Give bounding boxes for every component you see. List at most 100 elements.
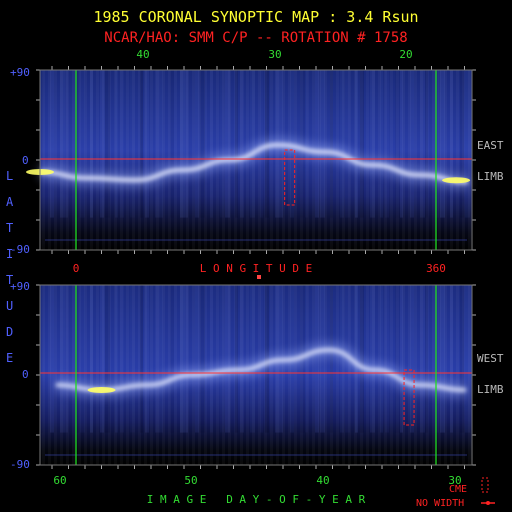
map-streak: [380, 285, 383, 433]
map-streak: [40, 70, 43, 218]
bright-spot: [442, 177, 471, 184]
map-streak: [360, 285, 364, 433]
map-streak: [65, 70, 68, 218]
map-streak: [120, 70, 124, 218]
map-streak: [410, 70, 414, 218]
map-streak: [385, 70, 389, 218]
east-ylabel-minus90: -90: [10, 243, 30, 256]
cme-legend: CME NO WIDTH: [416, 477, 495, 509]
map-streak: [315, 285, 319, 433]
map-streak: [220, 285, 224, 433]
map-streak: [120, 285, 124, 433]
map-streak: [170, 285, 174, 433]
map-streak: [210, 285, 213, 433]
map-streak: [105, 70, 110, 218]
day-tick-30: 30: [448, 474, 461, 487]
map-streak: [410, 285, 414, 433]
map-streak: [400, 285, 403, 433]
map-streak: [225, 70, 230, 218]
east-ylabel-plus90: +90: [10, 66, 30, 79]
east-limb-panel: [26, 66, 476, 254]
cme-bracket: [284, 149, 296, 206]
no-width-legend-dot: [486, 501, 490, 505]
map-streak: [465, 285, 470, 433]
map-streak: [160, 285, 163, 433]
map-streak: [200, 285, 205, 433]
west-limb-label: LIMB: [477, 383, 504, 396]
map-streak: [155, 285, 160, 433]
east-side-label: EAST: [477, 139, 504, 152]
lon-tick-360: 360: [426, 262, 446, 275]
map-streak: [200, 70, 205, 218]
latitude-letter: T: [6, 273, 13, 287]
map-streak: [460, 285, 464, 433]
map-streak: [140, 70, 143, 218]
map-streak: [60, 70, 65, 218]
map-streak: [235, 285, 238, 433]
map-streak: [40, 285, 43, 433]
west-limb-panel: [36, 284, 476, 469]
map-streak: [185, 70, 188, 218]
east-limb-label: LIMB: [477, 170, 504, 183]
day-tick-50: 50: [184, 474, 197, 487]
west-ylabel-plus90: +90: [10, 280, 30, 293]
map-streak: [105, 285, 110, 433]
map-streak: [340, 70, 344, 218]
map-streak: [450, 70, 453, 218]
map-streak: [160, 70, 163, 218]
west-bright-spots: [87, 387, 116, 393]
map-streak: [90, 285, 93, 433]
figure-subtitle: NCAR/HAO: SMM C/P -- ROTATION # 1758: [104, 30, 407, 46]
map-streak: [320, 70, 325, 218]
latitude-letter: D: [6, 325, 13, 339]
cme-bracket: [403, 369, 415, 426]
map-streak: [370, 70, 375, 218]
map-streak: [420, 70, 425, 218]
map-streak: [130, 285, 135, 433]
map-streak: [65, 285, 68, 433]
map-streak: [180, 285, 185, 433]
bright-spot: [87, 387, 116, 393]
map-streak: [435, 70, 439, 218]
west-cme-marker: [403, 369, 415, 426]
west-map-texture: [40, 285, 472, 465]
map-streak: [400, 70, 403, 218]
map-streak: [170, 70, 174, 218]
map-streak: [180, 70, 185, 218]
map-streak: [75, 285, 79, 433]
map-streak: [320, 285, 325, 433]
map-streak: [355, 70, 358, 218]
map-streak: [100, 70, 104, 218]
day-tick-60: 60: [53, 474, 66, 487]
map-streak: [80, 70, 85, 218]
map-streak: [185, 285, 188, 433]
east-top-tick-30: 30: [268, 48, 281, 61]
map-streak: [450, 285, 453, 433]
map-streak: [115, 70, 118, 218]
map-streak: [425, 285, 428, 433]
map-streak: [195, 70, 199, 218]
east-ylabel-zero: 0: [22, 154, 29, 167]
map-streak: [420, 285, 425, 433]
map-streak: [425, 70, 428, 218]
west-ylabel-minus90: -90: [10, 458, 30, 471]
map-streak: [440, 285, 445, 433]
east-streamer-belt: [39, 142, 469, 184]
map-streak: [50, 285, 54, 433]
latitude-letter: U: [6, 299, 13, 313]
lon-tick-0: 0: [73, 262, 80, 275]
map-streak: [380, 70, 383, 218]
latitude-letter: T: [6, 221, 13, 235]
map-streak: [250, 70, 255, 218]
map-streak: [330, 285, 333, 433]
map-streak: [75, 70, 79, 218]
map-streak: [100, 285, 104, 433]
cme-legend-label: CME: [449, 484, 467, 495]
east-panel-frame: [39, 69, 473, 251]
map-streak: [235, 70, 238, 218]
longitude-axis-label: L O N G I T U D E: [200, 262, 313, 275]
east-panel-ticks: [36, 66, 476, 254]
east-map-texture: [40, 70, 472, 250]
